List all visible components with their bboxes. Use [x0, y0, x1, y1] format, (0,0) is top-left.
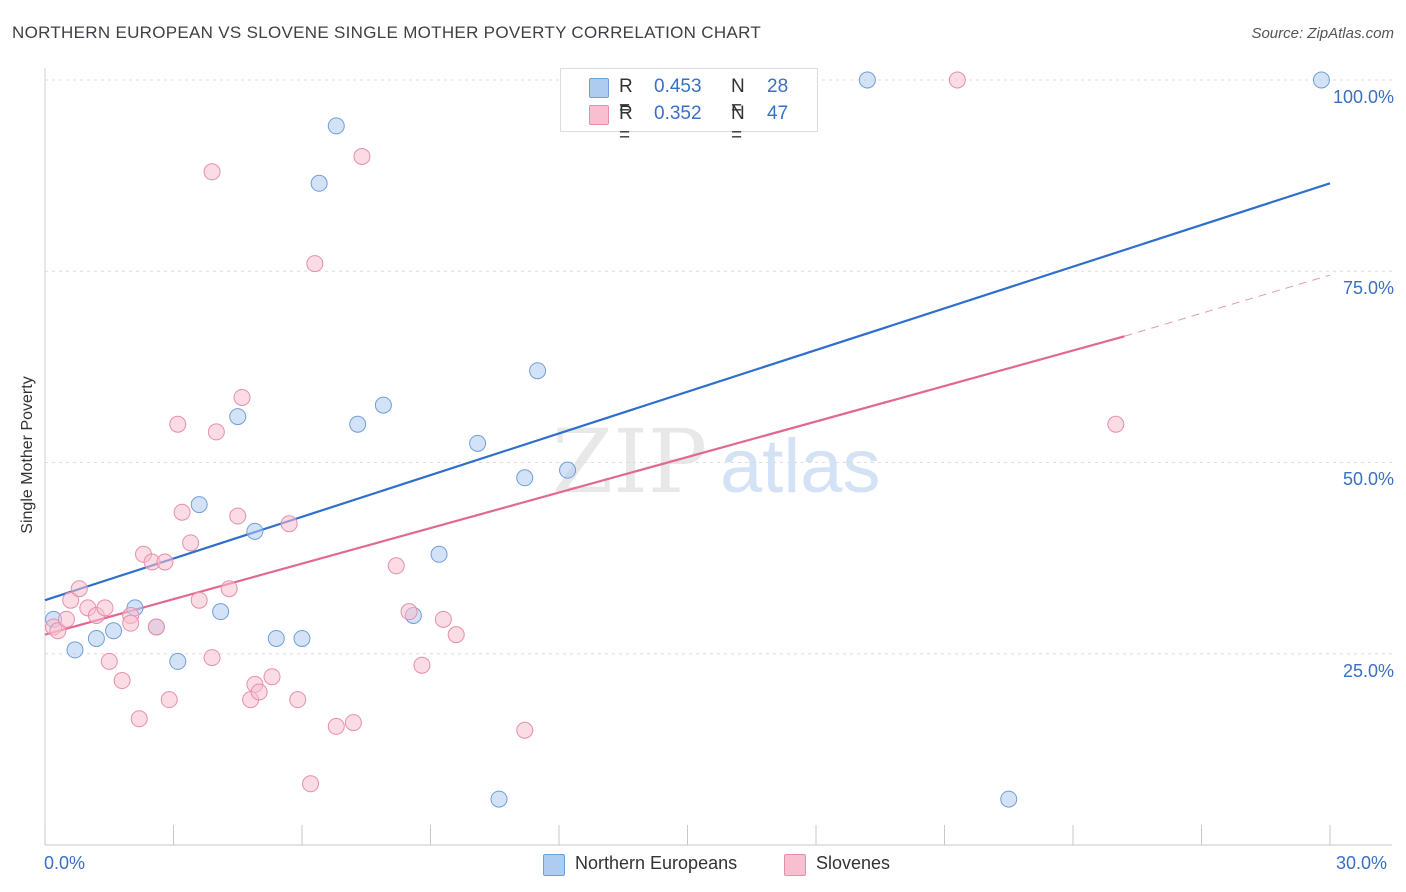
- data-point: [130, 710, 148, 728]
- data-point: [516, 721, 534, 739]
- data-point: [516, 469, 534, 487]
- data-point: [250, 683, 268, 701]
- data-point: [490, 790, 508, 808]
- watermark-atlas: atlas: [720, 424, 881, 509]
- legend-label-northern-europeans: Northern Europeans: [575, 853, 738, 873]
- data-point: [413, 656, 431, 674]
- y-tick-label-25: 25.0%: [1342, 661, 1394, 681]
- stats-r-value: 0.352: [654, 103, 702, 124]
- data-point: [469, 434, 487, 452]
- stats-box: R = 0.453 N = 28 R = 0.352 N = 47: [560, 68, 818, 146]
- watermark-zip: ZIP: [552, 410, 707, 513]
- legend-swatch-slovenes: [784, 854, 806, 876]
- stats-r-value: 0.453: [654, 76, 702, 97]
- data-point: [113, 672, 131, 690]
- data-point: [246, 522, 264, 540]
- legend-swatch-northern-europeans: [543, 854, 565, 876]
- stats-swatch-slovenes: [589, 105, 609, 125]
- data-point: [190, 591, 208, 609]
- data-point: [203, 649, 221, 667]
- trend-line-extension: [1124, 274, 1331, 337]
- data-point: [160, 691, 178, 709]
- data-point: [220, 580, 238, 598]
- x-tick-label-max: 30.0%: [1336, 853, 1388, 873]
- data-point: [100, 652, 118, 670]
- data-point: [948, 71, 966, 89]
- data-point: [1107, 415, 1125, 433]
- data-point: [349, 415, 367, 433]
- data-point: [212, 603, 230, 621]
- data-point: [156, 553, 174, 571]
- data-point: [302, 775, 320, 793]
- data-point: [233, 388, 251, 406]
- data-point: [387, 557, 405, 575]
- data-point: [57, 610, 75, 628]
- stats-n-value: 47: [767, 103, 789, 124]
- data-point: [559, 461, 577, 479]
- data-point: [447, 626, 465, 644]
- data-point: [1000, 790, 1018, 808]
- legend-label-slovenes: Slovenes: [816, 853, 891, 873]
- y-tick-label-75: 75.0%: [1342, 278, 1394, 298]
- trend-line: [44, 335, 1125, 636]
- data-point: [49, 622, 67, 640]
- data-point: [263, 668, 281, 686]
- data-point: [344, 714, 362, 732]
- y-tick-label-50: 50.0%: [1342, 469, 1394, 489]
- data-point: [147, 618, 165, 636]
- y-tick-label-100: 100.0%: [1332, 87, 1394, 107]
- data-point: [858, 71, 876, 89]
- data-point: [169, 415, 187, 433]
- data-point: [310, 174, 328, 192]
- data-point: [293, 629, 311, 647]
- data-point: [87, 629, 105, 647]
- data-point: [529, 362, 547, 380]
- data-point: [289, 691, 307, 709]
- data-point: [105, 622, 123, 640]
- data-point: [353, 148, 371, 165]
- axes: [44, 68, 1392, 846]
- grid-lines: [45, 79, 1392, 655]
- data-point: [306, 255, 324, 273]
- stats-n-value: 28: [767, 76, 789, 97]
- data-point: [434, 610, 452, 628]
- stats-n-label: N =: [731, 76, 745, 119]
- chart-title: NORTHERN EUROPEAN VS SLOVENE SINGLE MOTH…: [12, 23, 762, 42]
- stats-r-label: R =: [619, 103, 633, 146]
- data-point: [430, 545, 448, 563]
- x-tick-label-min: 0.0%: [44, 853, 86, 873]
- data-point: [400, 603, 418, 621]
- data-point: [280, 515, 298, 533]
- stats-n-label: N =: [731, 103, 745, 146]
- data-point: [122, 614, 140, 632]
- watermark: ZIP atlas: [552, 410, 881, 513]
- data-point: [327, 117, 345, 135]
- data-point: [182, 534, 200, 552]
- data-point: [229, 507, 247, 525]
- stats-r-label: R =: [619, 76, 633, 119]
- data-point: [203, 163, 221, 181]
- data-point: [267, 629, 285, 647]
- data-point: [1312, 71, 1330, 89]
- data-point: [207, 423, 225, 441]
- data-point: [66, 641, 84, 659]
- data-point: [70, 580, 88, 598]
- data-points: [45, 71, 1330, 808]
- data-point: [169, 652, 187, 670]
- data-point: [173, 503, 191, 521]
- data-point: [327, 717, 345, 735]
- data-point: [229, 408, 247, 426]
- data-point: [374, 396, 392, 414]
- data-point: [96, 599, 114, 617]
- data-point: [190, 496, 208, 514]
- data-point: [62, 591, 80, 609]
- stats-swatch-northern-europeans: [589, 78, 609, 98]
- source-label: Source: ZipAtlas.com: [1251, 25, 1394, 42]
